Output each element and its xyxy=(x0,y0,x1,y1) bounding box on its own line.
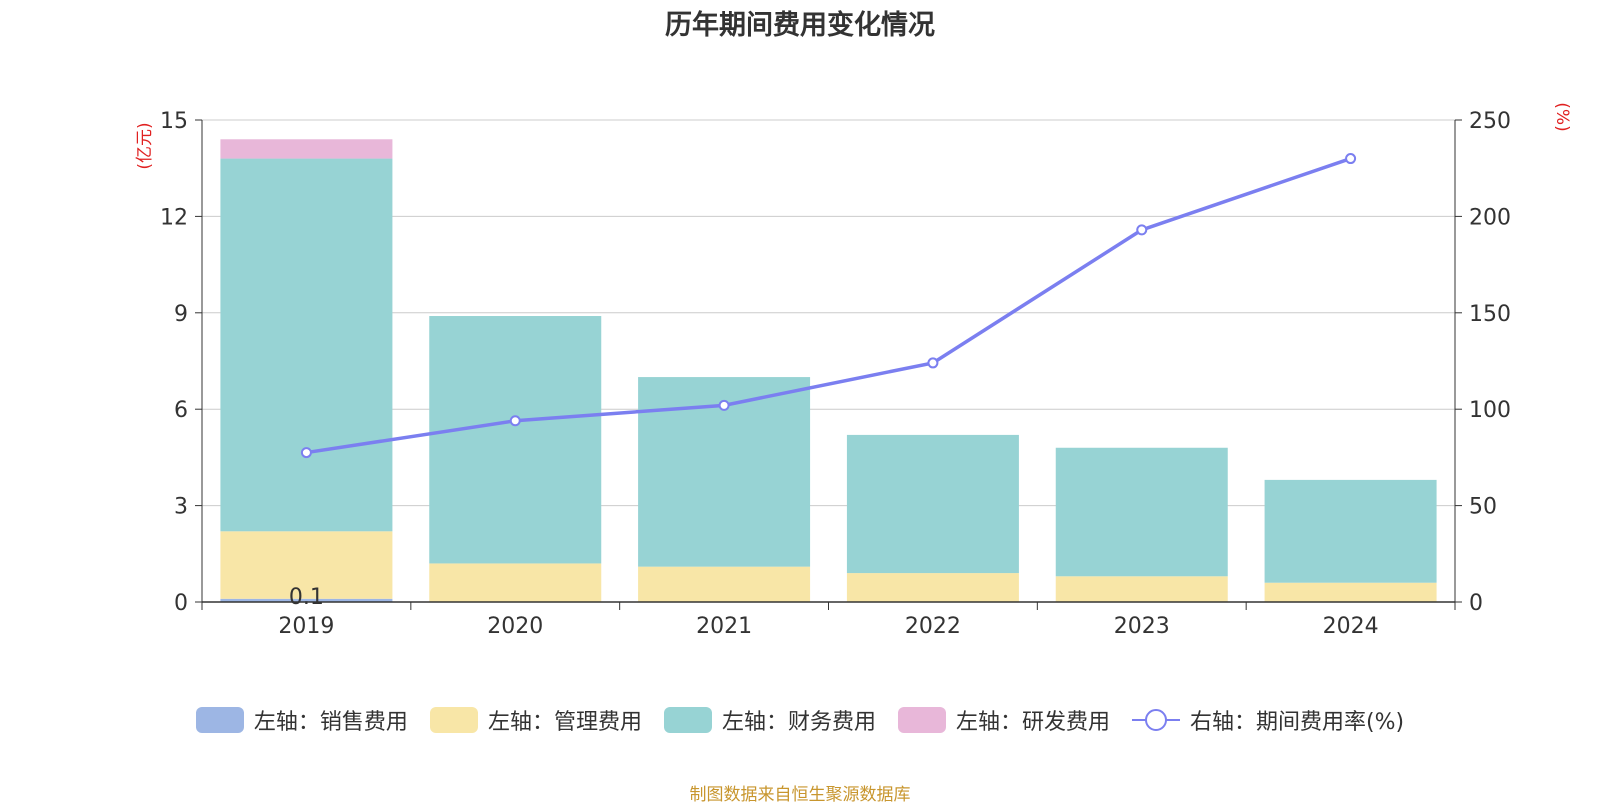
legend-swatch-rnd xyxy=(897,707,946,733)
x-axis-tick-label: 2021 xyxy=(696,614,752,639)
bar-admin xyxy=(1264,582,1437,602)
legend-label-sales: 左轴：销售费用 xyxy=(253,710,408,735)
legend-item-finance[interactable]: 左轴：财务费用 xyxy=(663,704,876,736)
bar-sales xyxy=(220,598,393,602)
x-axis-tick-label: 2020 xyxy=(487,614,543,639)
left-axis-tick-label: 12 xyxy=(160,205,188,230)
legend-line-marker-icon xyxy=(1131,709,1180,731)
rate-point xyxy=(927,357,939,369)
left-axis-tick-label: 3 xyxy=(174,495,188,520)
rate-line-series xyxy=(300,153,1357,459)
rate-point xyxy=(718,399,730,411)
right-axis-tick-label: 150 xyxy=(1469,302,1511,327)
bar-finance xyxy=(220,158,393,532)
right-axis-tick-label: 250 xyxy=(1469,109,1511,134)
legend-swatch-finance xyxy=(663,707,712,733)
bar-series xyxy=(220,139,1437,602)
legend-label-rate: 右轴：期间费用率(%) xyxy=(1189,710,1405,735)
bar-admin xyxy=(220,531,393,599)
legend-swatch-admin xyxy=(429,707,478,733)
bar-admin xyxy=(429,563,602,602)
right-axis-tick-label: 200 xyxy=(1469,205,1511,230)
legend-item-rnd[interactable]: 左轴：研发费用 xyxy=(897,704,1110,736)
right-axis-unit-label: (%) xyxy=(1552,102,1572,131)
x-axis-tick-label: 2022 xyxy=(905,614,961,639)
legend-label-rnd: 左轴：研发费用 xyxy=(955,710,1110,735)
bar-finance xyxy=(429,316,602,564)
data-labels: 0.1 xyxy=(289,585,324,610)
bar-rnd xyxy=(220,139,393,159)
right-axis-tick-label: 0 xyxy=(1469,591,1483,616)
right-axis-tick-label: 100 xyxy=(1469,398,1511,423)
bar-finance xyxy=(1264,479,1437,583)
left-axis-unit-label: (亿元) xyxy=(135,122,155,169)
left-axis-tick-label: 15 xyxy=(160,109,188,134)
rate-point xyxy=(1345,153,1357,165)
legend-item-admin[interactable]: 左轴：管理费用 xyxy=(429,704,642,736)
right-axis-tick-label: 50 xyxy=(1469,495,1497,520)
legend-item-sales[interactable]: 左轴：销售费用 xyxy=(195,704,408,736)
legend-label-admin: 左轴：管理费用 xyxy=(487,710,642,735)
data-source-note: 制图数据来自恒生聚源数据库 xyxy=(689,785,911,805)
gridlines xyxy=(202,119,1455,507)
chart-title: 历年期间费用变化情况 xyxy=(665,9,935,41)
legend-swatch-sales xyxy=(195,707,244,733)
data-label: 0.1 xyxy=(289,585,324,610)
legend-item-rate[interactable]: 右轴：期间费用率(%) xyxy=(1131,704,1405,736)
bar-finance xyxy=(846,434,1019,574)
bar-admin xyxy=(638,566,811,602)
bar-admin xyxy=(1055,576,1228,602)
rate-point xyxy=(509,415,521,427)
rate-point xyxy=(300,447,312,459)
rate-point xyxy=(1136,224,1148,236)
legend-label-finance: 左轴：财务费用 xyxy=(721,710,876,735)
x-axis-tick-label: 2023 xyxy=(1114,614,1170,639)
x-axis-tick-label: 2019 xyxy=(278,614,334,639)
chart-legend: 左轴：销售费用 左轴：管理费用 左轴：财务费用 左轴：研发费用 右轴：期间费用率… xyxy=(0,703,1600,737)
left-axis-tick-label: 9 xyxy=(174,302,188,327)
x-axis-tick-label: 2024 xyxy=(1323,614,1379,639)
left-axis-tick-label: 6 xyxy=(174,398,188,423)
left-axis-tick-label: 0 xyxy=(174,591,188,616)
rate-line xyxy=(306,156,1352,455)
bar-admin xyxy=(846,573,1019,602)
bar-finance xyxy=(1055,447,1228,577)
